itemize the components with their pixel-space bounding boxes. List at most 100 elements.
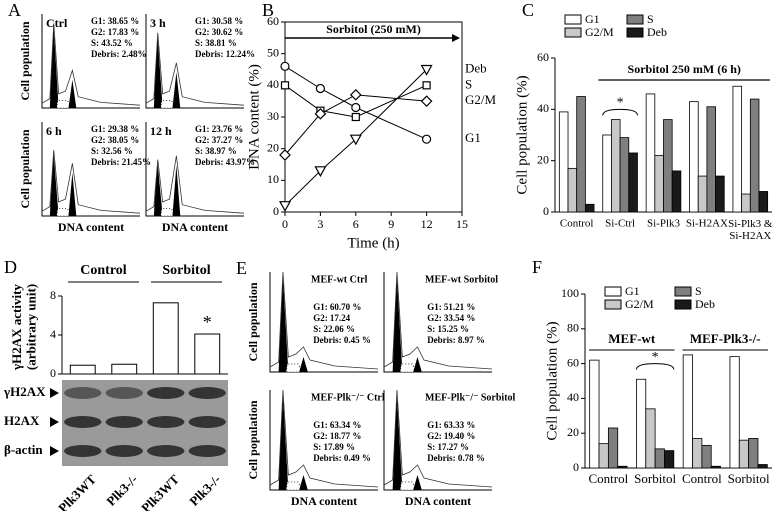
y-tick-label: 100	[561, 286, 579, 300]
significance-brace	[602, 108, 638, 116]
bar	[741, 193, 751, 213]
stat-label: G1: 51.21 %	[427, 302, 475, 312]
x-tick-label: 12	[421, 217, 433, 231]
panel-label: E	[236, 258, 247, 278]
bar	[748, 438, 759, 469]
g1-peak	[392, 277, 403, 372]
y-tick-label: 40	[537, 101, 549, 115]
axis	[269, 272, 378, 373]
y-axis-label: Cell population (%)	[514, 75, 530, 194]
y-axis-label: DNA content (%)	[246, 64, 262, 170]
bar	[654, 448, 665, 469]
stat-label: G2: 33.54 %	[427, 313, 475, 323]
stat-label: G1: 38.65 %	[91, 16, 139, 26]
y-tick-label: 4	[50, 327, 56, 341]
x-axis-label: DNA content	[58, 220, 124, 234]
plot-title: 12 h	[150, 124, 172, 138]
g1-peak	[153, 164, 163, 216]
y-tick-label: 20	[537, 152, 549, 166]
series-label: G1	[465, 130, 481, 145]
bar	[617, 465, 628, 469]
panel-label: A	[8, 0, 21, 20]
y-tick-label: 60	[567, 355, 579, 369]
bar	[194, 333, 221, 375]
x-tick-label: Si-Ctrl	[605, 218, 635, 230]
g2-peak	[413, 357, 422, 372]
y-tick-label: 30	[267, 109, 279, 123]
histogram-outline	[383, 389, 493, 488]
axis	[383, 390, 492, 491]
legend-label: G2/M	[625, 297, 654, 311]
bar	[152, 302, 179, 375]
blot-band	[147, 445, 185, 457]
x-tick-label: Sorbitol	[728, 471, 770, 486]
plot-title: 3 h	[150, 16, 166, 30]
bar	[636, 378, 647, 469]
blot-label: H2AX	[4, 413, 40, 428]
blot-band	[105, 445, 143, 457]
blot-band	[147, 416, 185, 428]
y-axis-label: Cell population	[246, 400, 260, 479]
histogram-outline	[145, 155, 245, 214]
s-phase	[56, 100, 73, 109]
y-tick-label: 40	[567, 390, 579, 404]
panel-label: B	[262, 0, 274, 20]
legend-label: G1	[585, 12, 600, 26]
plot-frame	[284, 21, 463, 213]
bar	[749, 98, 760, 213]
x-tick-label: Control	[560, 218, 594, 230]
s-phase	[56, 208, 73, 217]
series-label: G2/M	[465, 92, 497, 107]
group-label: Sorbitol	[162, 263, 210, 278]
bar	[611, 119, 621, 213]
bar	[729, 356, 740, 469]
g2-peak	[413, 475, 422, 490]
bar	[654, 155, 664, 213]
x-tick-label: Sorbitol	[634, 471, 676, 486]
g1-peak	[392, 395, 403, 490]
stat-label: G2: 30.62 %	[195, 27, 243, 37]
bar	[697, 175, 708, 213]
g2-peak	[299, 475, 308, 490]
x-tick-label: 6	[353, 217, 359, 231]
stat-label: G1: 63.34 %	[313, 420, 361, 430]
g2-peak	[68, 172, 77, 216]
series-line	[284, 84, 427, 118]
blot-arrow	[50, 388, 59, 398]
marker	[349, 134, 362, 146]
stat-label: G1: 30.58 %	[195, 16, 243, 26]
stat-label: G2: 37.27 %	[195, 135, 243, 145]
stat-label: G2: 18.77 %	[313, 431, 361, 441]
axis	[145, 122, 244, 217]
g1-peak	[278, 277, 289, 372]
stat-label: G1: 63.33 %	[427, 420, 475, 430]
g2-peak	[299, 357, 308, 372]
x-tick-label: 0	[282, 217, 288, 231]
marker	[279, 149, 291, 161]
legend-swatch	[604, 299, 622, 310]
stat-label: G2: 17.24	[313, 313, 350, 323]
marker	[314, 107, 327, 120]
stat-label: S: 43.52 %	[91, 38, 133, 48]
blot-band	[188, 387, 226, 399]
bar	[598, 443, 609, 469]
significance: *	[203, 312, 212, 332]
stat-label: S: 15.25 %	[427, 324, 469, 334]
stat-label: Debris: 0.78 %	[427, 453, 485, 463]
g1-peak	[278, 395, 289, 490]
bar	[69, 364, 96, 375]
y-tick-label: 60	[537, 50, 549, 64]
bar	[671, 170, 682, 213]
bar	[567, 167, 578, 213]
legend-swatch	[674, 286, 692, 297]
stat-label: Debris: 43.97%	[195, 157, 255, 167]
x-axis-label: DNA content	[291, 494, 357, 508]
y-tick-label: 60	[267, 14, 279, 28]
stat-label: G2: 19.40 %	[427, 431, 475, 441]
g1-peak	[49, 154, 59, 216]
legend-label: Deb	[647, 25, 667, 39]
stat-label: S: 17.27 %	[427, 442, 469, 452]
panel-label: C	[522, 0, 534, 20]
blot-label: γH2AX	[3, 384, 46, 399]
legend-label: G1	[625, 284, 640, 298]
